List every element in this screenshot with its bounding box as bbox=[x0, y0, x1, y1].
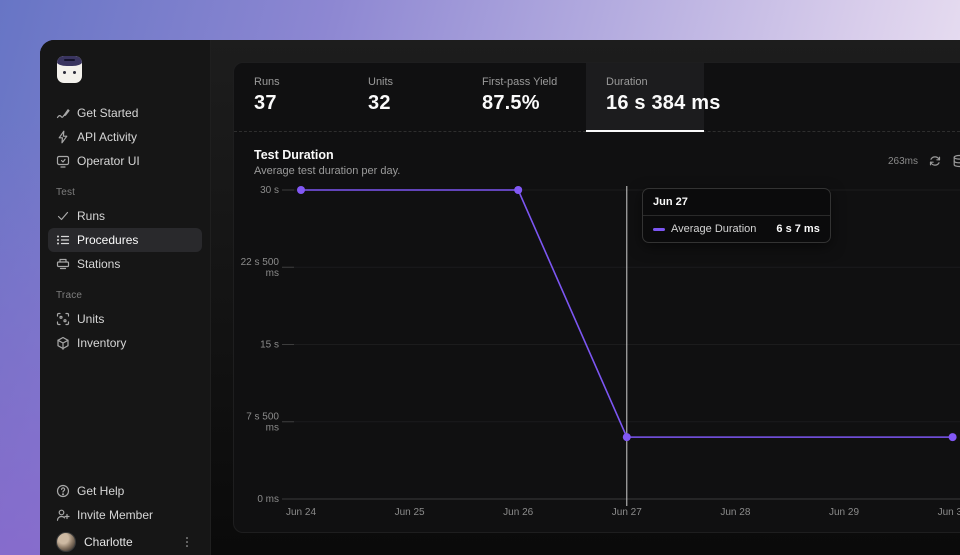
user-name: Charlotte bbox=[84, 535, 133, 549]
svg-text:15 s: 15 s bbox=[260, 340, 279, 351]
sidebar-item-label: Operator UI bbox=[77, 154, 140, 168]
stat-tab-units[interactable]: Units 32 bbox=[348, 63, 462, 131]
sidebar-item-label: Get Started bbox=[77, 106, 139, 120]
dashboard-card: Runs 37 Units 32 First-pass Yield 87.5% … bbox=[233, 62, 960, 533]
sidebar-item-label: Get Help bbox=[77, 484, 125, 498]
sidebar-item-label: Runs bbox=[77, 209, 106, 223]
svg-text:Jun 24: Jun 24 bbox=[286, 507, 316, 518]
stat-label: Runs bbox=[254, 76, 280, 88]
avatar bbox=[56, 532, 76, 552]
chart-tooltip: Jun 27 Average Duration 6 s 7 ms bbox=[642, 188, 831, 243]
stat-label: Duration bbox=[606, 76, 648, 88]
sidebar-item-label: Invite Member bbox=[77, 508, 154, 522]
workstation-icon bbox=[56, 257, 70, 271]
app-logo-icon[interactable] bbox=[57, 56, 82, 83]
svg-text:30 s: 30 s bbox=[260, 185, 279, 196]
sidebar-item-label: Units bbox=[77, 312, 105, 326]
monitor-icon bbox=[56, 154, 70, 168]
svg-text:Jun 29: Jun 29 bbox=[829, 507, 859, 518]
sidebar-item-procedures[interactable]: Procedures bbox=[48, 228, 202, 252]
chart-subtitle: Average test duration per day. bbox=[254, 165, 401, 177]
svg-text:Jun 30: Jun 30 bbox=[938, 507, 960, 518]
sidebar-item-get-started[interactable]: Get Started bbox=[48, 101, 202, 125]
stat-label: Units bbox=[368, 76, 394, 88]
chart-header: Test Duration Average test duration per … bbox=[234, 132, 960, 177]
help-circle-icon bbox=[56, 484, 70, 498]
stat-tab-runs[interactable]: Runs 37 bbox=[234, 63, 348, 131]
stat-value: 32 bbox=[368, 92, 391, 114]
box-icon bbox=[56, 336, 70, 350]
svg-text:Jun 25: Jun 25 bbox=[395, 507, 425, 518]
sidebar-item-api-activity[interactable]: API Activity bbox=[48, 125, 202, 149]
svg-text:Jun 26: Jun 26 bbox=[503, 507, 533, 518]
stat-value: 16 s 384 ms bbox=[606, 92, 721, 114]
sidebar-item-operator-ui[interactable]: Operator UI bbox=[48, 149, 202, 173]
series-color-dash bbox=[653, 227, 665, 231]
sidebar-item-runs[interactable]: Runs bbox=[48, 204, 202, 228]
list-icon bbox=[56, 233, 70, 247]
sidebar-item-inventory[interactable]: Inventory bbox=[48, 331, 202, 355]
user-menu[interactable]: Charlotte bbox=[48, 527, 202, 555]
sidebar-item-units[interactable]: Units bbox=[48, 307, 202, 331]
tooltip-series-name: Average Duration bbox=[671, 223, 757, 235]
sidebar-section-test: Test bbox=[56, 187, 76, 198]
sidebar: Get Started API Activity Operator UI Tes… bbox=[40, 40, 211, 555]
sidebar-item-label: Stations bbox=[77, 257, 121, 271]
sidebar-section-trace: Trace bbox=[56, 290, 83, 301]
sidebar-item-label: Inventory bbox=[77, 336, 127, 350]
stat-value: 87.5% bbox=[482, 92, 540, 114]
refresh-icon[interactable] bbox=[928, 154, 942, 168]
stat-tab-first-pass-yield[interactable]: First-pass Yield 87.5% bbox=[462, 63, 586, 131]
svg-text:Jun 27: Jun 27 bbox=[612, 507, 642, 518]
svg-text:0 ms: 0 ms bbox=[257, 494, 279, 505]
main-content: Runs 37 Units 32 First-pass Yield 87.5% … bbox=[211, 40, 960, 555]
stat-tab-duration[interactable]: Duration 16 s 384 ms bbox=[586, 63, 721, 132]
kebab-menu-icon[interactable] bbox=[180, 535, 194, 549]
app-window: Get Started API Activity Operator UI Tes… bbox=[40, 40, 960, 555]
stat-label: First-pass Yield bbox=[482, 76, 558, 88]
sidebar-item-label: Procedures bbox=[77, 233, 139, 247]
pen-signature-icon bbox=[56, 106, 70, 120]
chart-title: Test Duration bbox=[254, 148, 334, 162]
chart-meta: 263ms bbox=[888, 154, 960, 168]
tooltip-value: 6 s 7 ms bbox=[776, 223, 820, 235]
stats-tabs: Runs 37 Units 32 First-pass Yield 87.5% … bbox=[234, 63, 960, 132]
check-icon bbox=[56, 209, 70, 223]
sidebar-item-get-help[interactable]: Get Help bbox=[48, 479, 202, 503]
sidebar-item-invite-member[interactable]: Invite Member bbox=[48, 503, 202, 527]
database-icon[interactable] bbox=[952, 154, 960, 168]
user-plus-icon bbox=[56, 508, 70, 522]
query-latency: 263ms bbox=[887, 155, 918, 167]
svg-text:Jun 28: Jun 28 bbox=[720, 507, 750, 518]
scan-icon bbox=[56, 312, 70, 326]
tooltip-date: Jun 27 bbox=[643, 189, 830, 216]
sidebar-item-stations[interactable]: Stations bbox=[48, 252, 202, 276]
sidebar-item-label: API Activity bbox=[77, 130, 138, 144]
stat-value: 37 bbox=[254, 92, 277, 114]
zap-icon bbox=[56, 130, 70, 144]
